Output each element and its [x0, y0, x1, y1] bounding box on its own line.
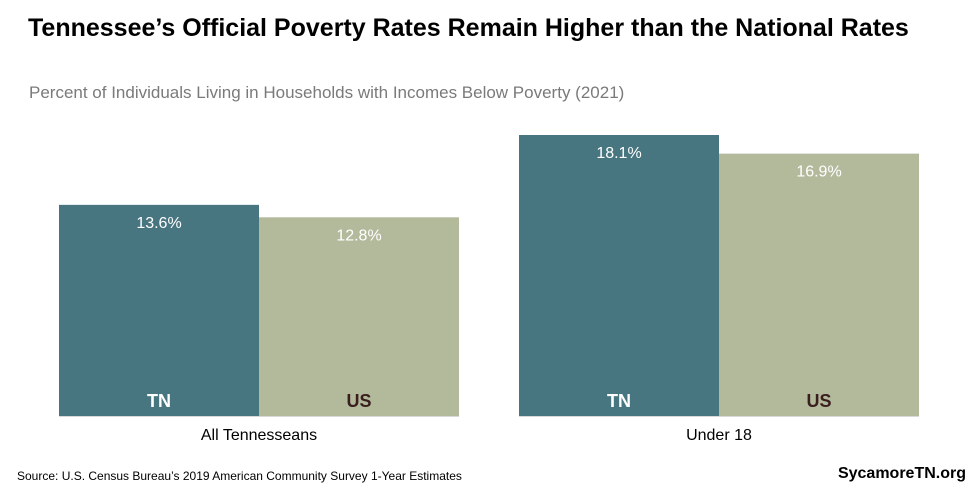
series-label: US	[806, 391, 831, 411]
chart-subtitle: Percent of Individuals Living in Househo…	[29, 83, 625, 102]
source-note: Source: U.S. Census Bureau’s 2019 Americ…	[17, 469, 462, 483]
data-label: 12.8%	[336, 227, 381, 244]
bar-us	[259, 217, 459, 416]
series-label: TN	[607, 391, 631, 411]
data-label: 18.1%	[596, 145, 641, 162]
data-label: 16.9%	[796, 164, 841, 181]
data-label: 13.6%	[136, 215, 181, 232]
series-label: US	[346, 391, 371, 411]
bar-tn	[519, 135, 719, 416]
category-label: All Tennesseans	[201, 427, 317, 444]
series-label: TN	[147, 391, 171, 411]
category-label: Under 18	[686, 427, 752, 444]
bar-tn	[59, 204, 259, 416]
brand-logo: SycamoreTN.org	[837, 465, 966, 482]
bar-us	[719, 153, 919, 417]
chart-title: Tennessee’s Official Poverty Rates Remai…	[28, 14, 909, 42]
